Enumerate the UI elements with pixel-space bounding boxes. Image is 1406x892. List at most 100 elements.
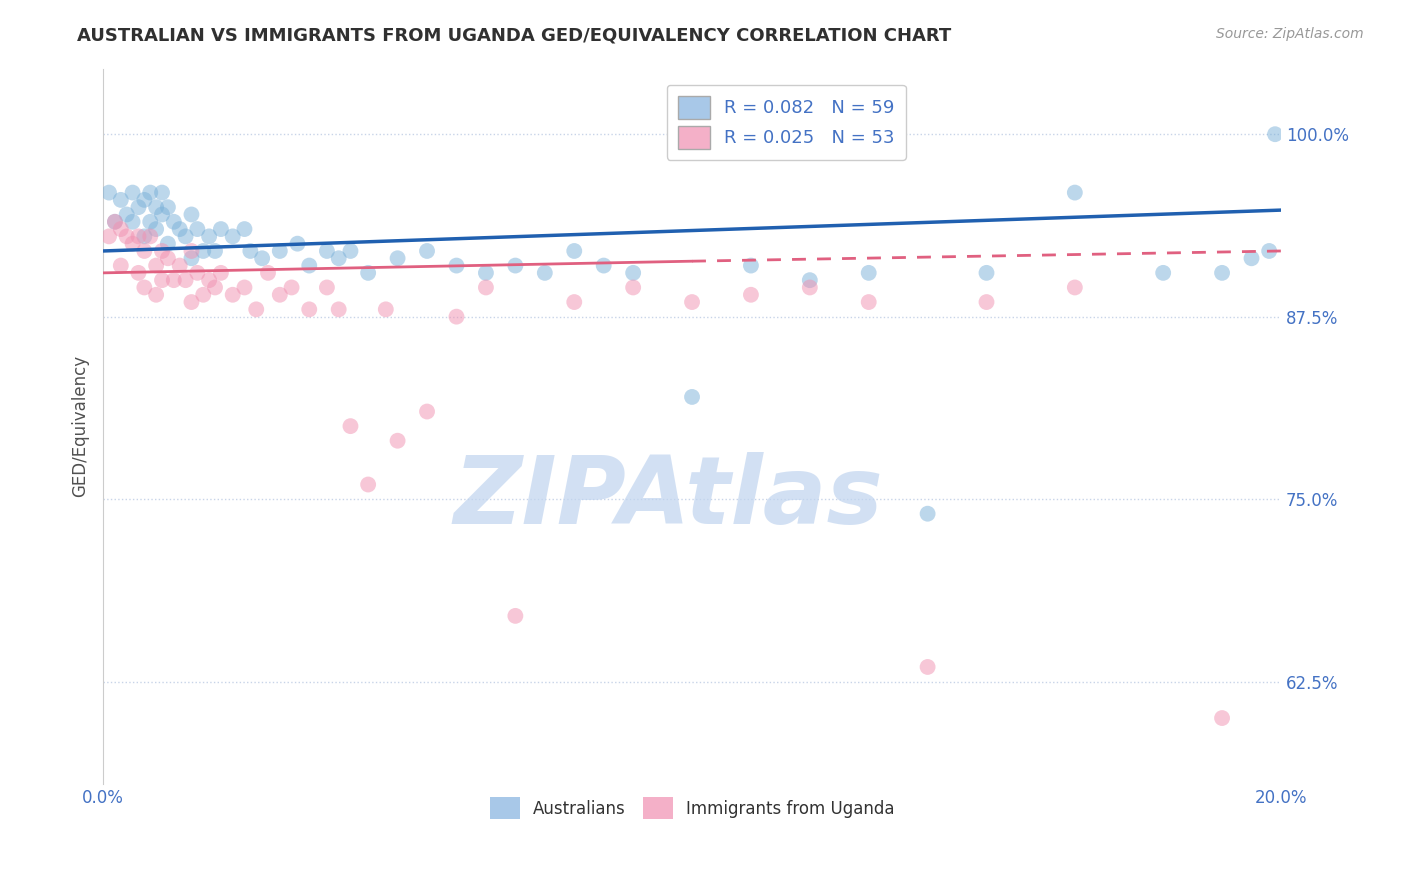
Point — [505, 608, 527, 623]
Point — [174, 273, 197, 287]
Point — [1211, 266, 1233, 280]
Point — [221, 287, 243, 301]
Point — [115, 229, 138, 244]
Point — [193, 287, 215, 301]
Point — [917, 660, 939, 674]
Point — [198, 273, 221, 287]
Point — [621, 280, 644, 294]
Point — [533, 266, 555, 280]
Point — [193, 244, 215, 258]
Point — [799, 280, 821, 294]
Point — [209, 266, 232, 280]
Point — [1152, 266, 1174, 280]
Point — [110, 259, 132, 273]
Point — [110, 193, 132, 207]
Point — [740, 287, 762, 301]
Point — [681, 390, 703, 404]
Point — [145, 287, 167, 301]
Point — [740, 259, 762, 273]
Point — [233, 222, 256, 236]
Point — [169, 259, 191, 273]
Point — [121, 186, 143, 200]
Point — [115, 207, 138, 221]
Point — [1240, 252, 1263, 266]
Point — [174, 229, 197, 244]
Point — [127, 266, 149, 280]
Point — [387, 434, 409, 448]
Point — [1258, 244, 1281, 258]
Point — [1063, 280, 1085, 294]
Point — [1211, 711, 1233, 725]
Point — [387, 252, 409, 266]
Point — [186, 266, 208, 280]
Point — [127, 200, 149, 214]
Point — [257, 266, 280, 280]
Point — [145, 222, 167, 236]
Point — [621, 266, 644, 280]
Point — [976, 266, 998, 280]
Point — [134, 244, 156, 258]
Point — [316, 280, 339, 294]
Point — [1264, 127, 1286, 141]
Point — [505, 259, 527, 273]
Y-axis label: GED/Equivalency: GED/Equivalency — [72, 355, 89, 497]
Point — [357, 477, 380, 491]
Point — [239, 244, 262, 258]
Point — [139, 215, 162, 229]
Point — [121, 236, 143, 251]
Point — [475, 266, 498, 280]
Point — [245, 302, 267, 317]
Point — [150, 207, 173, 221]
Point — [858, 266, 880, 280]
Point — [186, 222, 208, 236]
Point — [150, 244, 173, 258]
Point — [357, 266, 380, 280]
Point — [280, 280, 302, 294]
Point — [98, 229, 121, 244]
Point — [233, 280, 256, 294]
Point — [134, 193, 156, 207]
Point — [150, 273, 173, 287]
Point — [139, 186, 162, 200]
Point — [446, 310, 468, 324]
Point — [180, 207, 202, 221]
Point — [209, 222, 232, 236]
Point — [134, 229, 156, 244]
Point — [287, 236, 309, 251]
Point — [416, 244, 439, 258]
Point — [134, 280, 156, 294]
Point — [316, 244, 339, 258]
Point — [446, 259, 468, 273]
Point — [917, 507, 939, 521]
Point — [127, 229, 149, 244]
Point — [269, 287, 291, 301]
Point — [416, 404, 439, 418]
Point — [339, 244, 361, 258]
Point — [298, 302, 321, 317]
Point — [139, 229, 162, 244]
Point — [592, 259, 614, 273]
Point — [799, 273, 821, 287]
Point — [145, 259, 167, 273]
Point — [298, 259, 321, 273]
Point — [163, 215, 186, 229]
Point — [98, 186, 121, 200]
Point — [145, 200, 167, 214]
Point — [204, 280, 226, 294]
Point — [204, 244, 226, 258]
Point — [180, 252, 202, 266]
Point — [1063, 186, 1085, 200]
Point — [976, 295, 998, 310]
Point — [180, 244, 202, 258]
Point — [562, 244, 585, 258]
Point — [156, 200, 179, 214]
Point — [328, 252, 350, 266]
Point — [163, 273, 186, 287]
Point — [681, 295, 703, 310]
Point — [110, 222, 132, 236]
Text: Source: ZipAtlas.com: Source: ZipAtlas.com — [1216, 27, 1364, 41]
Point — [198, 229, 221, 244]
Point — [156, 236, 179, 251]
Point — [374, 302, 396, 317]
Point — [156, 252, 179, 266]
